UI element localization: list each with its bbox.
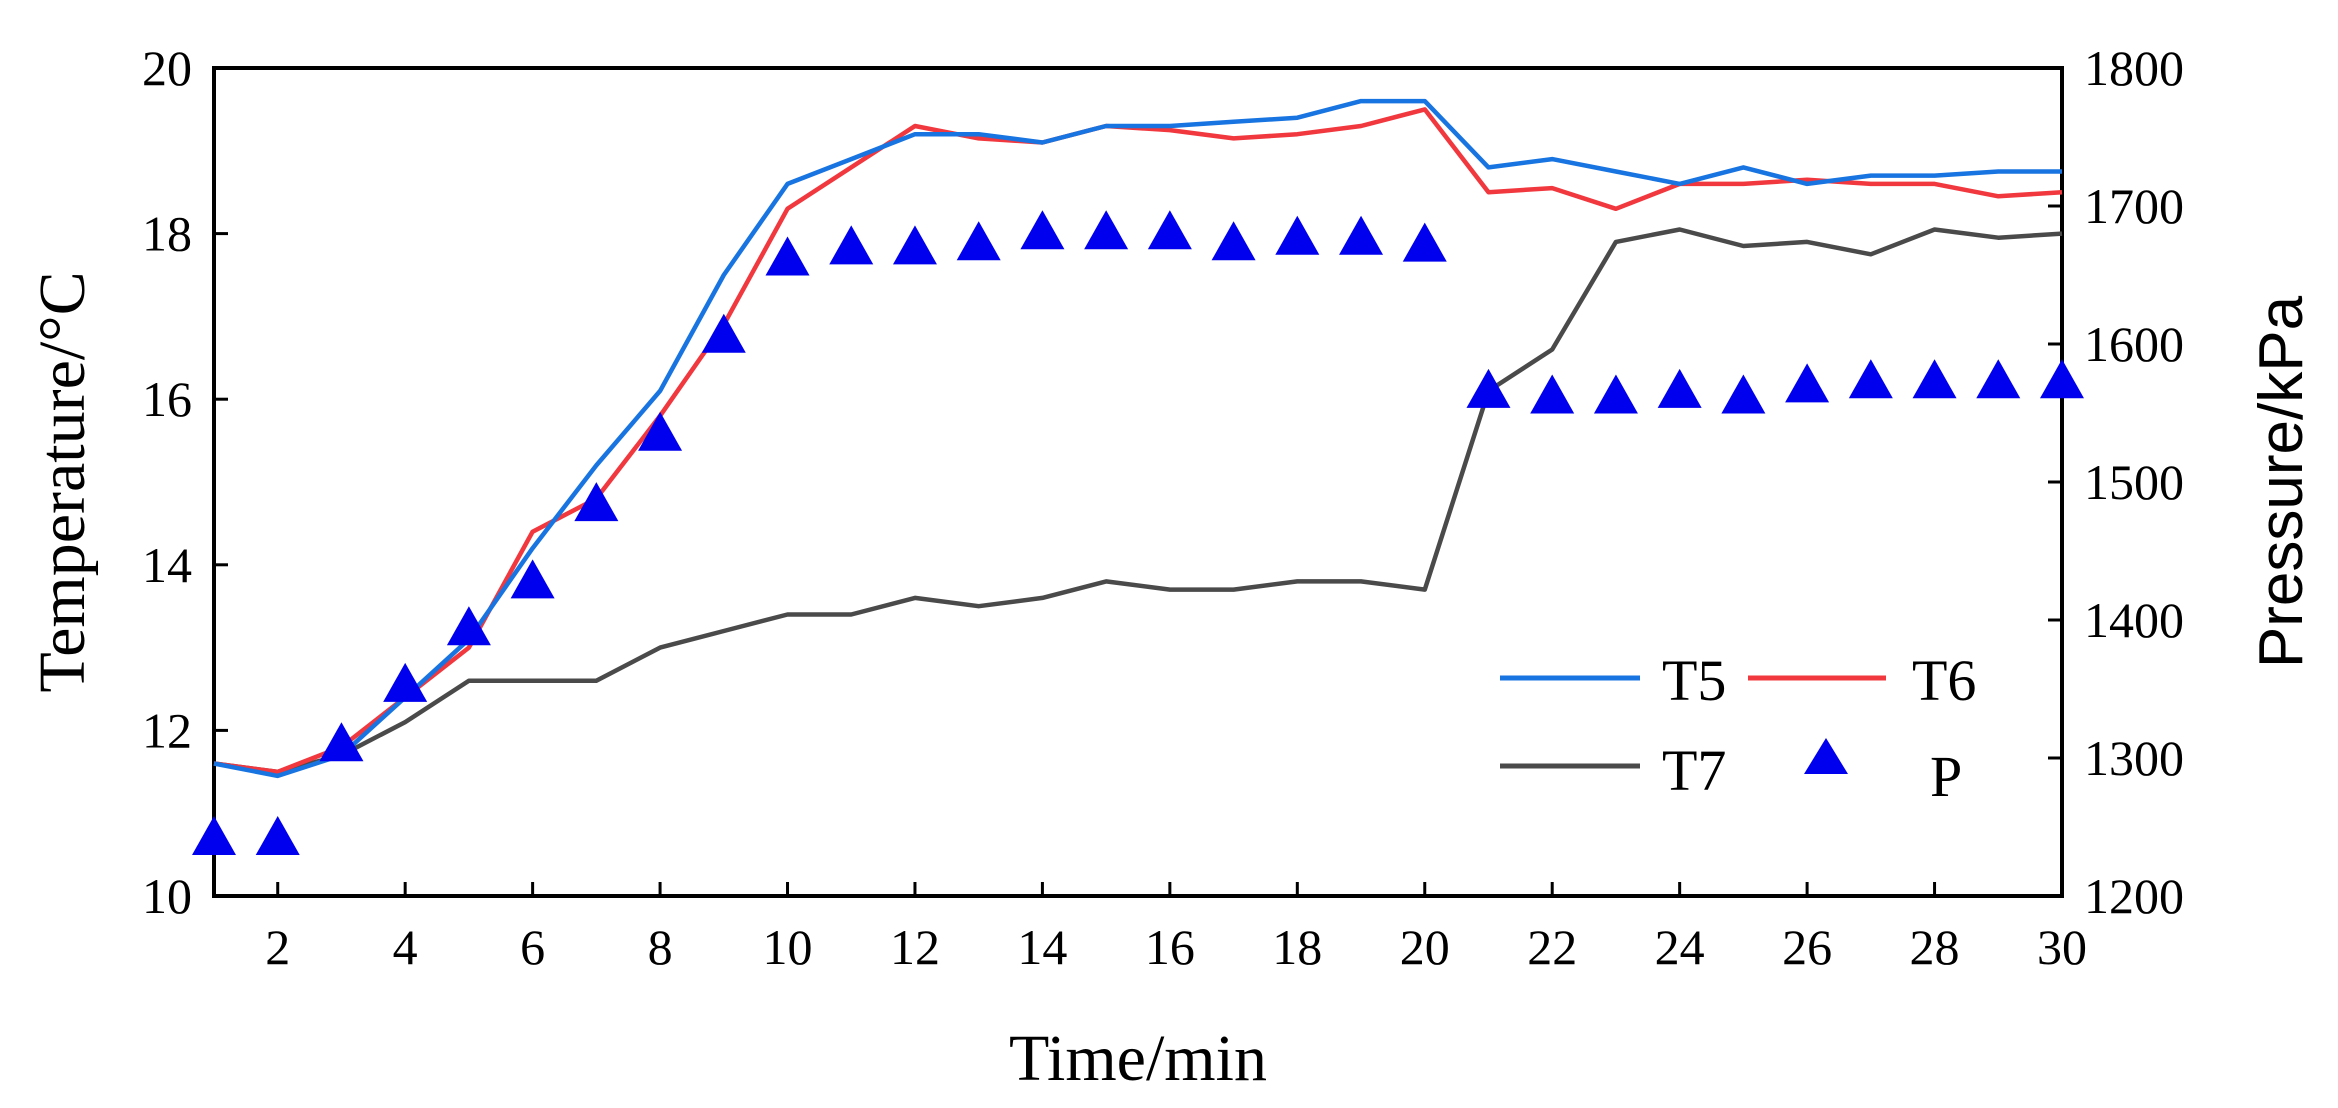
series-point-p [255, 816, 300, 856]
legend: T5 T6 T7 P [1500, 648, 1976, 809]
x-tick-label: 4 [393, 919, 418, 975]
y-left-tick-label: 14 [142, 537, 192, 593]
legend-label-t5: T5 [1662, 648, 1726, 713]
series-point-p [701, 313, 746, 353]
legend-label-p: P [1930, 744, 1962, 809]
series-point-p [192, 816, 236, 856]
y-axis-left: 10 12 14 16 18 20 [142, 40, 228, 924]
series-point-p [1466, 368, 1511, 408]
series-line-t6 [213, 107, 2063, 775]
series-point-p [1593, 374, 1638, 414]
y-right-tick-label: 1700 [2084, 178, 2184, 234]
y-right-tick-label: 1800 [2084, 40, 2184, 96]
x-tick-label: 18 [1272, 919, 1322, 975]
x-tick-label: 16 [1145, 919, 1195, 975]
series-t6 [213, 107, 2063, 775]
series-p [192, 210, 2084, 856]
plot-frame [212, 66, 2064, 898]
x-tick-label: 24 [1655, 919, 1705, 975]
legend-swatch-p [1804, 738, 1848, 774]
series-point-p [892, 225, 937, 265]
series-line-t7 [213, 227, 2063, 775]
series-point-p [1084, 210, 1129, 250]
series-layer [192, 98, 2084, 856]
x-tick-label: 8 [648, 919, 673, 975]
series-point-p [765, 236, 810, 276]
x-tick-label: 28 [1910, 919, 1960, 975]
series-point-p [574, 482, 619, 522]
series-point-p [638, 411, 683, 451]
series-point-p [1785, 363, 1830, 403]
series-point-p [956, 221, 1001, 261]
y-right-tick-label: 1400 [2084, 592, 2184, 648]
series-point-p [1976, 359, 2021, 399]
x-tick-label: 6 [520, 919, 545, 975]
series-point-p [1402, 222, 1447, 262]
series-point-p [1721, 374, 1766, 414]
series-point-p [1848, 359, 1893, 399]
y-left-tick-label: 20 [142, 40, 192, 96]
gridless-plot-area [212, 66, 2064, 898]
x-tick-label: 10 [763, 919, 813, 975]
y-right-tick-label: 1500 [2084, 454, 2184, 510]
series-t7 [213, 227, 2063, 775]
y-right-tick-label: 1200 [2084, 868, 2184, 924]
series-point-p [383, 662, 428, 702]
series-point-p [1275, 215, 1320, 255]
y-right-tick-label: 1300 [2084, 730, 2184, 786]
y-axis-left-title: Temperature/°C [26, 271, 99, 692]
x-tick-label: 14 [1017, 919, 1067, 975]
y-axis-right-title: Pressure/kPa [2247, 295, 2316, 668]
x-axis: 2 4 6 8 10 12 14 16 18 20 22 24 26 28 30 [265, 882, 2087, 975]
y-left-tick-label: 16 [142, 371, 192, 427]
y-left-tick-label: 10 [142, 868, 192, 924]
x-tick-label: 20 [1400, 919, 1450, 975]
series-point-p [446, 606, 491, 646]
series-point-p [1657, 368, 1702, 408]
x-tick-label: 22 [1527, 919, 1577, 975]
series-line-t5 [213, 98, 2062, 779]
y-left-tick-label: 12 [142, 702, 192, 758]
series-point-p [1912, 359, 1957, 399]
legend-label-t6: T6 [1912, 648, 1976, 713]
series-point-p [1211, 221, 1256, 261]
series-point-p [319, 722, 364, 762]
x-tick-label: 26 [1782, 919, 1832, 975]
series-point-p [1339, 215, 1384, 255]
series-point-p [829, 225, 874, 265]
series-point-p [510, 559, 555, 599]
x-tick-label: 30 [2037, 919, 2087, 975]
y-axis-right: 1200 1300 1400 1500 1600 1700 1800 [2048, 40, 2184, 924]
x-tick-label: 2 [265, 919, 290, 975]
series-point-p [1147, 210, 1192, 250]
y-right-tick-label: 1600 [2084, 316, 2184, 372]
x-tick-label: 12 [890, 919, 940, 975]
x-axis-title: Time/min [1009, 1022, 1267, 1095]
series-t5 [213, 98, 2062, 779]
series-point-p [1530, 374, 1575, 414]
series-point-p [1020, 210, 1065, 250]
y-left-tick-label: 18 [142, 206, 192, 262]
legend-label-t7: T7 [1662, 738, 1726, 803]
series-point-p [2040, 359, 2084, 399]
